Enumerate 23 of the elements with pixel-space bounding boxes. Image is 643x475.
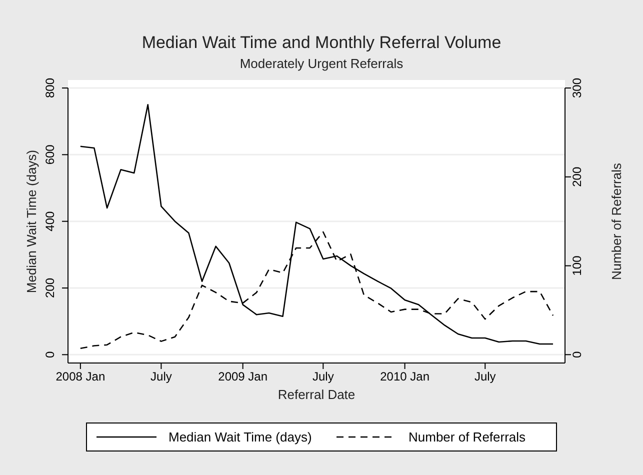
chart-subtitle: Moderately Urgent Referrals <box>240 56 404 71</box>
x-tick-label: July <box>474 370 496 384</box>
y2-tick-label: 0 <box>570 350 584 358</box>
y2-tick-label: 100 <box>570 255 584 276</box>
x-tick-label: 2008 Jan <box>56 370 106 384</box>
y2-tick-label: 300 <box>570 78 584 98</box>
y2-axis-title: Number of Referrals <box>609 162 624 280</box>
y-tick-label: 600 <box>43 144 57 165</box>
y-tick-label: 400 <box>43 211 57 232</box>
y2-tick-label: 200 <box>570 166 584 187</box>
y-tick-label: 200 <box>43 278 57 298</box>
legend-label: Median Wait Time (days) <box>168 430 312 444</box>
x-axis-title: Referral Date <box>278 387 356 402</box>
y-axis-title: Median Wait Time (days) <box>24 150 39 294</box>
x-tick-label: July <box>312 370 334 384</box>
y-tick-label: 0 <box>43 351 57 358</box>
x-tick-label: July <box>150 370 172 384</box>
x-tick-label: 2010 Jan <box>380 370 430 384</box>
chart-title: Median Wait Time and Monthly Referral Volume <box>142 33 502 52</box>
x-tick-label: 2009 Jan <box>218 370 268 384</box>
legend-label: Number of Referrals <box>408 430 526 444</box>
y-tick-label: 800 <box>43 78 57 98</box>
line-series <box>80 104 554 345</box>
